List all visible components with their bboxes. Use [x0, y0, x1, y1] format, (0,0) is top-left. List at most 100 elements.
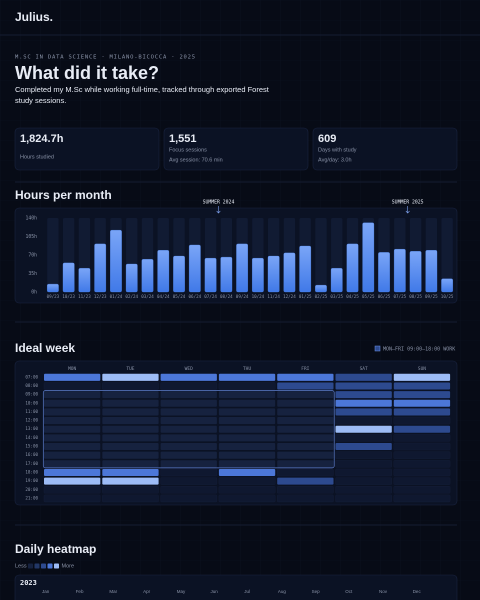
x-tick-label: 09/25 [425, 294, 438, 299]
month-label: Apr [143, 589, 151, 594]
hour-label: 18:00 [25, 469, 38, 474]
x-tick-label: 01/25 [299, 294, 312, 299]
bar [393, 249, 406, 293]
week-cell [44, 443, 101, 451]
bar [125, 263, 138, 293]
annotation: SUMMER 2024 [203, 200, 235, 206]
bar [78, 268, 91, 293]
hour-label: 08:00 [25, 383, 38, 388]
week-cell [277, 468, 334, 477]
bar [204, 258, 217, 293]
bar [362, 222, 375, 293]
week-cell [44, 373, 101, 381]
week-cell [218, 451, 276, 459]
week-cell [393, 468, 451, 477]
x-tick-label: 04/24 [157, 294, 170, 299]
chart-card [14, 207, 458, 304]
week-cell [102, 460, 159, 468]
week-cell [393, 451, 451, 459]
legend-more: More [62, 563, 75, 569]
week-cell [393, 373, 451, 381]
week-cell [102, 417, 159, 425]
x-tick-label: 04/25 [346, 294, 359, 299]
week-cell [44, 460, 101, 468]
week-cell [335, 399, 392, 407]
description: study sessions. [15, 96, 66, 105]
bar [283, 252, 296, 293]
week-cell [393, 460, 451, 468]
week-cell [102, 434, 159, 442]
hour-label: 09:00 [25, 392, 38, 397]
week-cell [277, 417, 334, 425]
week-cell [335, 443, 392, 451]
stat-label: Hours studied [20, 154, 54, 160]
week-cell [160, 451, 217, 459]
bar-track [47, 218, 59, 292]
week-cell [102, 408, 159, 416]
week-cell [44, 434, 101, 442]
x-tick-label: 05/25 [362, 294, 375, 299]
week-cell [102, 477, 159, 485]
day-label: FRI [301, 366, 309, 372]
week-cell [102, 425, 159, 433]
week-cell [218, 486, 276, 494]
bar [94, 243, 107, 293]
x-tick-label: 10/23 [62, 294, 75, 299]
y-tick-label: 105h [25, 234, 37, 240]
section-title: Hours per month [15, 188, 112, 202]
year-label: 2023 [20, 579, 37, 587]
x-tick-label: 08/24 [220, 294, 233, 299]
week-cell [160, 434, 217, 442]
hour-label: 20:00 [25, 487, 38, 492]
week-cell [335, 425, 392, 433]
week-cell [335, 494, 392, 503]
x-tick-label: 03/25 [330, 294, 343, 299]
week-cell [102, 468, 159, 476]
x-tick-label: 09/24 [236, 294, 249, 299]
week-cell [277, 494, 334, 503]
x-tick-label: 06/25 [378, 294, 391, 299]
heatmap-card [14, 574, 458, 600]
hour-label: 16:00 [25, 452, 38, 457]
x-tick-label: 11/24 [267, 294, 280, 299]
bar [236, 243, 248, 293]
week-cell [335, 408, 392, 416]
brand[interactable]: Julius. [15, 10, 53, 24]
section-title: Ideal week [15, 341, 75, 355]
week-cell [277, 451, 334, 459]
week-cell [218, 391, 276, 399]
month-label: Jul [244, 589, 250, 594]
week-cell [102, 494, 159, 503]
bar [220, 256, 233, 293]
week-cell [102, 399, 159, 407]
week-cell [44, 477, 101, 485]
month-label: Feb [76, 589, 84, 594]
week-cell [393, 425, 451, 433]
page-title: What did it take? [15, 63, 159, 83]
stat-value: 1,824.7h [20, 133, 64, 145]
week-cell [44, 468, 101, 476]
hour-label: 17:00 [25, 461, 38, 466]
week-cell [160, 399, 217, 407]
x-tick-label: 10/24 [252, 294, 265, 299]
legend-swatch [28, 563, 33, 569]
week-cell [102, 443, 159, 451]
day-label: TUE [126, 366, 134, 372]
month-label: May [177, 589, 186, 594]
week-cell [335, 382, 392, 390]
week-cell [393, 494, 451, 503]
kicker: M.SC IN DATA SCIENCE · MILANO-BICOCCA · … [15, 55, 196, 61]
legend-swatch [34, 563, 40, 569]
legend-swatch [47, 563, 53, 569]
bar-track [315, 218, 327, 292]
week-cell [160, 443, 217, 451]
week-cell [393, 416, 451, 425]
week-cell [218, 434, 276, 442]
hour-label: 10:00 [25, 400, 38, 405]
stat-sub: Avg/day: 3.0h [318, 157, 352, 163]
month-label: Aug [278, 589, 287, 594]
bar [315, 284, 327, 293]
x-tick-label: 02/24 [125, 294, 138, 299]
week-cell [218, 408, 276, 416]
bar [110, 230, 122, 293]
